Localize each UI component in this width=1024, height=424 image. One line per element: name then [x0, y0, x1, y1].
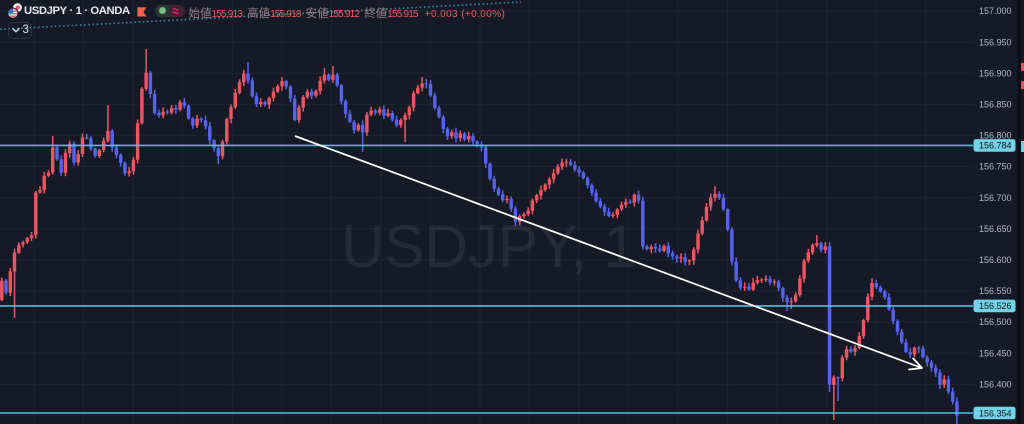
svg-text:156.650: 156.650: [979, 224, 1012, 234]
svg-text:156.600: 156.600: [979, 255, 1012, 265]
svg-text:156.526: 156.526: [979, 301, 1012, 311]
svg-text:156.550: 156.550: [979, 286, 1012, 296]
svg-text:157.000: 157.000: [979, 6, 1012, 16]
svg-text:156.950: 156.950: [979, 37, 1012, 47]
svg-text:156.500: 156.500: [979, 317, 1012, 327]
svg-text:156.900: 156.900: [979, 68, 1012, 78]
svg-text:156.450: 156.450: [979, 348, 1012, 358]
svg-text:156.784: 156.784: [979, 141, 1012, 151]
svg-text:156.750: 156.750: [979, 162, 1012, 172]
svg-text:156.850: 156.850: [979, 100, 1012, 110]
svg-text:156.354: 156.354: [979, 408, 1012, 418]
svg-text:USDJPY, 1: USDJPY, 1: [341, 213, 637, 280]
svg-text:156.700: 156.700: [979, 193, 1012, 203]
svg-text:156.800: 156.800: [979, 131, 1012, 141]
svg-text:156.400: 156.400: [979, 379, 1012, 389]
